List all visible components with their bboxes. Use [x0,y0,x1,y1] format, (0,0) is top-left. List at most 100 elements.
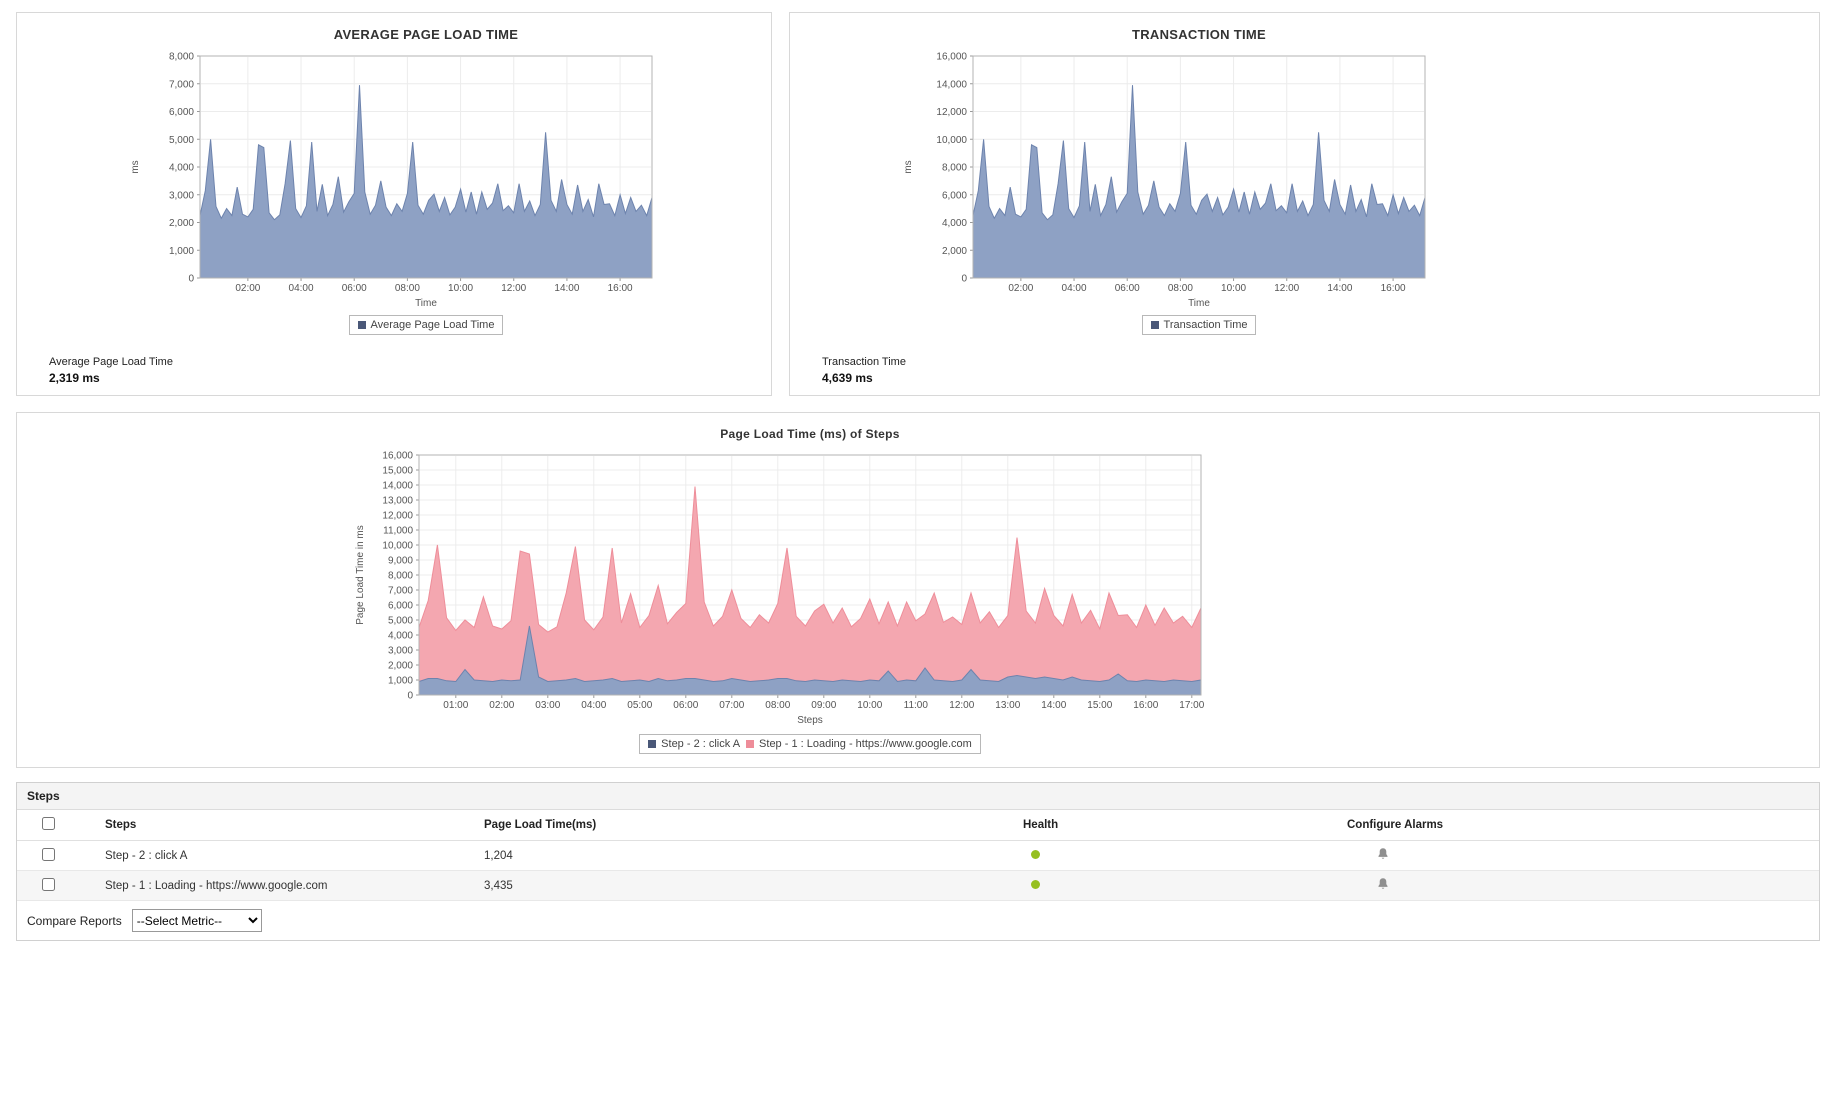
svg-text:16:00: 16:00 [1133,700,1158,711]
avg-stat-value: 2,319 ms [49,371,100,385]
svg-text:13:00: 13:00 [995,700,1020,711]
health-status-icon [1031,879,1040,889]
svg-text:10:00: 10:00 [448,283,473,294]
svg-text:10,000: 10,000 [936,135,967,146]
svg-text:6,000: 6,000 [388,601,413,612]
svg-text:6,000: 6,000 [169,107,194,118]
svg-text:07:00: 07:00 [719,700,744,711]
row-checkbox[interactable] [41,847,55,861]
svg-text:5,000: 5,000 [388,616,413,627]
svg-text:3,000: 3,000 [169,190,194,201]
svg-text:2,000: 2,000 [942,246,967,257]
svg-text:4,000: 4,000 [942,218,967,229]
page-load-time-value: 1,204 [476,840,1015,871]
steps-section-title: Steps [17,783,1819,810]
svg-text:12,000: 12,000 [936,107,967,118]
svg-text:0: 0 [407,691,413,702]
svg-text:16,000: 16,000 [382,451,413,462]
transaction-time-legend: Transaction Time [973,315,1425,335]
svg-text:16,000: 16,000 [936,52,967,63]
transaction-time-chart-block: TRANSACTION TIME 0 2,000 4,000 6,000 8,000 10… [895,27,1455,335]
page-load-time-value: 3,435 [476,870,1015,901]
svg-text:05:00: 05:00 [627,700,652,711]
step1-series-legend-label: Step - 1 : Loading - https://www.google.… [759,738,972,750]
svg-text:10:00: 10:00 [857,700,882,711]
svg-text:7,000: 7,000 [169,79,194,90]
svg-text:0: 0 [188,274,194,285]
transaction-time-panel: TRANSACTION TIME 0 2,000 4,000 6,000 8,000 10… [789,12,1820,396]
svg-text:7,000: 7,000 [388,586,413,597]
svg-text:0: 0 [961,274,967,285]
svg-text:2,000: 2,000 [388,661,413,672]
svg-text:15:00: 15:00 [1087,700,1112,711]
column-header-page-load-time: Page Load Time(ms) [476,810,1015,841]
svg-text:14:00: 14:00 [1041,700,1066,711]
svg-text:11,000: 11,000 [383,526,413,537]
svg-text:02:00: 02:00 [235,283,260,294]
svg-text:Page Load Time in ms: Page Load Time in ms [355,525,366,625]
svg-text:3,000: 3,000 [388,646,413,657]
svg-text:16:00: 16:00 [608,283,633,294]
svg-text:Steps: Steps [797,715,823,726]
svg-text:4,000: 4,000 [388,631,413,642]
svg-text:08:00: 08:00 [395,283,420,294]
compare-reports-label: Compare Reports [27,913,122,928]
svg-text:5,000: 5,000 [169,135,194,146]
svg-text:08:00: 08:00 [1168,283,1193,294]
svg-text:06:00: 06:00 [342,283,367,294]
svg-text:04:00: 04:00 [1062,283,1087,294]
avg-page-load-chart-block: AVERAGE PAGE LOAD TIME 0 1,000 2,000 3,000 4… [122,27,682,335]
svg-text:ms: ms [130,160,141,173]
steps-chart-legend: Step - 2 : click A Step - 1 : Loading - … [419,734,1201,754]
svg-text:1,000: 1,000 [169,246,194,257]
svg-text:02:00: 02:00 [1008,283,1033,294]
svg-text:03:00: 03:00 [535,700,560,711]
steps-table-section: Steps Steps Page Load Time(ms) Health Co… [16,782,1820,941]
svg-text:08:00: 08:00 [765,700,790,711]
svg-text:8,000: 8,000 [388,571,413,582]
column-header-health: Health [1015,810,1339,841]
svg-text:12:00: 12:00 [949,700,974,711]
svg-text:17:00: 17:00 [1179,700,1204,711]
transaction-stat-value: 4,639 ms [822,371,873,385]
table-header-row: Steps Page Load Time(ms) Health Configur… [17,810,1819,841]
svg-text:14,000: 14,000 [382,481,413,492]
transaction-stat-label: Transaction Time [822,356,906,368]
transaction-series-marker-icon [1150,321,1159,329]
svg-text:11:00: 11:00 [904,700,929,711]
svg-text:12:00: 12:00 [501,283,526,294]
svg-text:16:00: 16:00 [1381,283,1406,294]
configure-alarm-icon[interactable] [1377,847,1389,861]
svg-text:ms: ms [903,160,914,173]
column-header-steps: Steps [79,810,476,841]
top-charts-row: AVERAGE PAGE LOAD TIME 0 1,000 2,000 3,000 4… [16,12,1820,396]
steps-chart-block: Page Load Time (ms) of Steps 0 1,000 2,000… [347,427,1207,754]
step-name: Step - 2 : click A [79,840,476,871]
svg-text:14,000: 14,000 [936,79,967,90]
select-all-checkbox[interactable] [41,817,55,830]
transaction-time-chart-title: TRANSACTION TIME [1131,27,1267,42]
svg-text:14:00: 14:00 [554,283,579,294]
svg-text:6,000: 6,000 [942,190,967,201]
svg-text:12:00: 12:00 [1274,283,1299,294]
svg-text:10,000: 10,000 [382,541,413,552]
avg-stat-label: Average Page Load Time [49,356,173,368]
svg-text:1,000: 1,000 [388,676,413,687]
svg-text:Time: Time [415,298,437,309]
svg-text:01:00: 01:00 [443,700,468,711]
svg-text:04:00: 04:00 [289,283,314,294]
svg-text:8,000: 8,000 [942,163,967,174]
transaction-time-chart: 0 2,000 4,000 6,000 8,000 10,000 12,000 14,000 1… [903,52,1426,309]
configure-alarm-icon[interactable] [1377,877,1389,891]
svg-text:10:00: 10:00 [1221,283,1246,294]
step2-series-marker-icon [648,740,657,748]
metric-select[interactable]: --Select Metric-- [131,909,262,932]
svg-text:9,000: 9,000 [388,556,413,567]
svg-text:09:00: 09:00 [811,700,836,711]
row-checkbox[interactable] [41,877,55,891]
svg-text:14:00: 14:00 [1327,283,1352,294]
svg-text:15,000: 15,000 [382,466,413,477]
step-name: Step - 1 : Loading - https://www.google.… [79,870,476,901]
steps-chart-panel: Page Load Time (ms) of Steps 0 1,000 2,000… [16,412,1820,768]
avg-page-load-stat: Average Page Load Time 2,319 ms [49,356,173,385]
